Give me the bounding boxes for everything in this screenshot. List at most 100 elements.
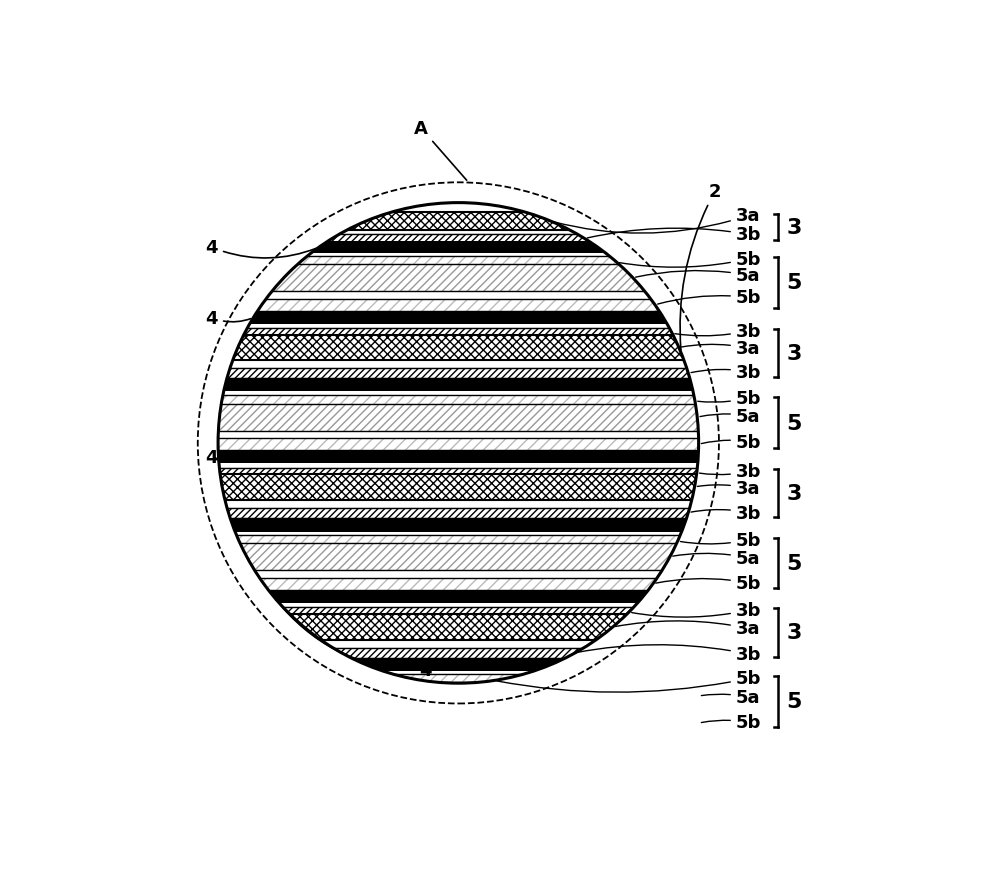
- Text: 3a: 3a: [682, 340, 760, 357]
- Text: 5b: 5b: [658, 289, 761, 307]
- Bar: [205, 212, 712, 230]
- Text: 5b: 5b: [680, 531, 761, 549]
- Bar: [205, 299, 712, 312]
- Text: 4: 4: [276, 600, 431, 679]
- Bar: [205, 212, 712, 230]
- Bar: [205, 369, 712, 378]
- Bar: [205, 543, 712, 571]
- Text: 5b: 5b: [701, 433, 761, 451]
- Bar: [205, 395, 712, 407]
- Text: 4: 4: [206, 309, 251, 327]
- Bar: [205, 395, 712, 407]
- Text: 3b: 3b: [578, 645, 761, 663]
- Text: 5a: 5a: [701, 688, 760, 707]
- Bar: [205, 328, 712, 339]
- Bar: [205, 683, 712, 709]
- Bar: [205, 717, 712, 730]
- Text: 3b: 3b: [691, 504, 761, 522]
- Bar: [205, 439, 712, 450]
- Text: 3b: 3b: [587, 227, 761, 244]
- Bar: [205, 683, 712, 709]
- Text: 4: 4: [206, 239, 316, 259]
- Bar: [205, 369, 712, 378]
- Bar: [205, 536, 712, 548]
- Bar: [205, 369, 712, 378]
- Bar: [205, 683, 712, 709]
- Bar: [205, 404, 712, 431]
- Bar: [205, 592, 712, 603]
- Bar: [205, 265, 712, 292]
- Bar: [205, 404, 712, 431]
- Bar: [205, 328, 712, 339]
- Text: 5: 5: [787, 692, 802, 712]
- Bar: [205, 717, 712, 730]
- Text: 5b: 5b: [701, 714, 761, 731]
- Bar: [205, 674, 712, 687]
- Bar: [205, 313, 712, 324]
- Bar: [205, 615, 712, 640]
- Bar: [205, 608, 712, 617]
- Bar: [205, 242, 712, 254]
- Text: 3b: 3b: [700, 463, 761, 481]
- Text: 3: 3: [787, 218, 802, 238]
- Bar: [205, 536, 712, 548]
- Bar: [205, 212, 712, 230]
- Bar: [205, 659, 712, 671]
- Text: 3a: 3a: [553, 207, 760, 234]
- Circle shape: [218, 204, 699, 683]
- Bar: [205, 543, 712, 571]
- Bar: [205, 256, 712, 269]
- Bar: [205, 335, 712, 361]
- Bar: [205, 404, 712, 431]
- Bar: [205, 648, 712, 658]
- Bar: [205, 648, 712, 658]
- Bar: [205, 615, 712, 640]
- Text: 5b: 5b: [619, 250, 761, 269]
- Bar: [205, 520, 712, 532]
- Bar: [205, 299, 712, 312]
- Bar: [205, 674, 712, 687]
- Bar: [205, 474, 712, 500]
- Text: 3: 3: [787, 623, 802, 643]
- Bar: [205, 508, 712, 518]
- Bar: [205, 328, 712, 339]
- Bar: [205, 608, 712, 617]
- Bar: [205, 335, 712, 361]
- Bar: [205, 536, 712, 548]
- Bar: [205, 578, 712, 590]
- Bar: [205, 474, 712, 500]
- Text: 5: 5: [787, 272, 802, 292]
- Text: 5a: 5a: [636, 267, 760, 284]
- Bar: [205, 468, 712, 479]
- Text: A: A: [414, 120, 467, 181]
- Bar: [205, 439, 712, 450]
- Bar: [205, 648, 712, 658]
- Bar: [205, 474, 712, 500]
- Bar: [205, 674, 712, 687]
- Bar: [205, 299, 712, 312]
- Text: 5a: 5a: [673, 550, 760, 567]
- Bar: [205, 508, 712, 518]
- Bar: [205, 256, 712, 269]
- Bar: [205, 235, 712, 243]
- Bar: [205, 615, 712, 640]
- Bar: [205, 256, 712, 269]
- Text: 3: 3: [787, 343, 802, 363]
- Bar: [205, 543, 712, 571]
- Bar: [205, 265, 712, 292]
- Bar: [205, 265, 712, 292]
- Bar: [205, 578, 712, 590]
- Text: 3: 3: [787, 484, 802, 503]
- Text: 5a: 5a: [700, 407, 760, 425]
- Text: 5: 5: [787, 414, 802, 433]
- Text: 5b: 5b: [698, 389, 761, 407]
- Text: 3b: 3b: [691, 363, 761, 381]
- Bar: [205, 468, 712, 479]
- Bar: [205, 578, 712, 590]
- Text: 3a: 3a: [697, 479, 760, 498]
- Bar: [205, 235, 712, 243]
- Text: 2: 2: [680, 183, 721, 350]
- Bar: [205, 395, 712, 407]
- Bar: [205, 717, 712, 730]
- Bar: [205, 235, 712, 243]
